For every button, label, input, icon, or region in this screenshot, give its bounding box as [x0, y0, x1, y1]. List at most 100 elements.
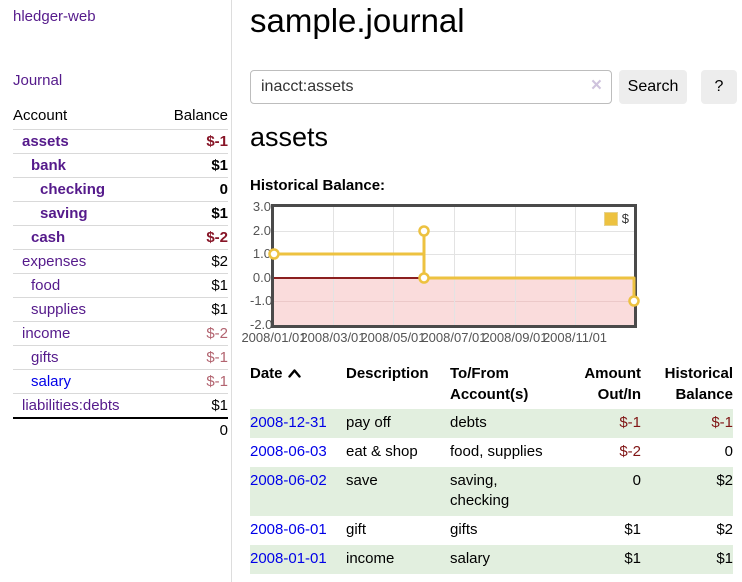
- transaction-date-link[interactable]: 2008-06-01: [250, 521, 327, 538]
- account-link-checking[interactable]: checking: [40, 181, 106, 198]
- transaction-balance: $2: [716, 521, 733, 538]
- app-brand-link[interactable]: hledger-web: [13, 8, 96, 25]
- clear-search-icon[interactable]: ×: [590, 75, 602, 96]
- transaction-date-link[interactable]: 2008-12-31: [250, 414, 327, 431]
- accounts-total-row: 0: [13, 418, 228, 443]
- transaction-row[interactable]: 2008-12-31 pay off debts $-1 $-1: [250, 409, 733, 438]
- transactions-header-row: Date Description To/From Account(s) Amou…: [250, 360, 733, 409]
- search-box: ×: [250, 70, 612, 104]
- transaction-row[interactable]: 2008-06-02 save saving, checking 0 $2: [250, 467, 733, 516]
- account-row-supplies: supplies $1: [13, 298, 228, 322]
- x-axis-tick: 2008/01/01: [241, 330, 307, 345]
- account-link-supplies[interactable]: supplies: [31, 301, 87, 318]
- account-column-header: Account: [13, 107, 68, 124]
- transaction-balance: 0: [724, 443, 733, 460]
- page-title: sample.journal: [250, 2, 465, 39]
- account-heading: assets: [250, 122, 329, 152]
- transaction-amount: $-1: [568, 409, 641, 438]
- account-link-saving[interactable]: saving: [40, 205, 88, 222]
- transaction-balance: $1: [641, 545, 733, 574]
- transaction-description: eat & shop: [346, 443, 418, 460]
- transaction-balance: $2: [641, 467, 733, 516]
- amount-column-header[interactable]: Amount Out/In: [584, 365, 641, 403]
- chart-legend: $: [603, 211, 629, 226]
- accounts-column-header[interactable]: To/From Account(s): [450, 365, 529, 403]
- transaction-description: pay off: [346, 409, 450, 438]
- account-row-saving: saving $1: [13, 202, 228, 226]
- x-axis-tick: 2008/09/01: [482, 330, 548, 345]
- accounts-table-header: Account Balance: [13, 103, 228, 130]
- y-axis-tick: 3.0: [252, 199, 271, 214]
- account-row-cash: cash $-2: [13, 226, 228, 250]
- search-button[interactable]: Search: [619, 70, 687, 104]
- account-link-assets[interactable]: assets: [22, 133, 69, 150]
- chart-title: Historical Balance:: [250, 177, 386, 194]
- description-column-header[interactable]: Description: [346, 365, 429, 382]
- account-balance: 0: [219, 181, 228, 198]
- gridline: [333, 207, 334, 325]
- search-input[interactable]: [261, 71, 571, 103]
- data-point-marker: [268, 248, 280, 260]
- y-axis-tick: -1.0: [250, 293, 273, 308]
- transaction-date-link[interactable]: 2008-06-02: [250, 472, 327, 489]
- account-link-liabilities-debts[interactable]: liabilities:debts: [22, 397, 120, 414]
- account-balance: $-1: [206, 133, 228, 150]
- transaction-accounts: gifts: [450, 521, 478, 538]
- balance-column-header: Balance: [173, 107, 228, 124]
- transaction-balance: $-1: [641, 409, 733, 438]
- transaction-date-link[interactable]: 2008-06-03: [250, 443, 327, 460]
- transaction-row[interactable]: 2008-06-01 gift gifts $1 $2: [250, 516, 733, 545]
- gridline: [393, 207, 394, 325]
- data-point-marker: [418, 272, 430, 284]
- account-row-expenses: expenses $2: [13, 250, 228, 274]
- account-balance: $1: [211, 301, 228, 318]
- account-link-income[interactable]: income: [22, 325, 71, 342]
- historical-balance-chart: 3.0 2.0 1.0 0.0 -1.0 -2.0: [241, 199, 670, 346]
- transaction-amount: 0: [568, 467, 641, 516]
- transaction-row[interactable]: 2008-01-01 income salary $1 $1: [250, 545, 733, 574]
- account-link-bank[interactable]: bank: [31, 157, 67, 174]
- transaction-accounts: saving, checking: [450, 467, 568, 516]
- date-column-header[interactable]: Date: [250, 360, 346, 409]
- account-row-bank: bank $1: [13, 154, 228, 178]
- x-axis-tick: 2008/11/01: [542, 330, 608, 345]
- x-axis-tick: 2008/03/01: [300, 330, 366, 345]
- sidebar-item-journal[interactable]: Journal: [13, 72, 63, 89]
- balance-column-header[interactable]: Historical Balance: [664, 365, 733, 403]
- account-row-income: income $-2: [13, 322, 228, 346]
- account-balance: $-2: [206, 325, 228, 342]
- account-balance: $1: [211, 397, 228, 414]
- account-link-salary[interactable]: salary: [31, 373, 72, 390]
- account-balance: $1: [211, 205, 228, 222]
- balance-series-line: [268, 225, 640, 307]
- transaction-date-link[interactable]: 2008-01-01: [250, 550, 327, 567]
- account-link-cash[interactable]: cash: [31, 229, 66, 246]
- account-row-food: food $1: [13, 274, 228, 298]
- account-link-food[interactable]: food: [31, 277, 61, 294]
- y-axis-tick: 1.0: [252, 246, 271, 261]
- account-balance: $1: [211, 277, 228, 294]
- data-point-marker: [628, 295, 640, 307]
- y-axis-tick: 0.0: [252, 270, 271, 285]
- transaction-row[interactable]: 2008-06-03 eat & shop food, supplies $-2…: [250, 438, 733, 467]
- gridline: [515, 207, 516, 325]
- main-content: sample.journal × Search ? assets Histori…: [241, 0, 742, 582]
- gridline: [454, 207, 455, 325]
- legend-label: $: [621, 211, 629, 226]
- search-bar: × Search ?: [250, 70, 742, 105]
- account-link-expenses[interactable]: expenses: [22, 253, 87, 270]
- transaction-description: income: [346, 545, 450, 574]
- transaction-amount: $-2: [619, 443, 641, 460]
- y-axis-tick: 2.0: [252, 223, 271, 238]
- accounts-table: Account Balance assets $-1 bank $1 check…: [13, 103, 228, 443]
- transactions-table: Date Description To/From Account(s) Amou…: [250, 360, 733, 574]
- account-link-gifts[interactable]: gifts: [31, 349, 59, 366]
- transaction-accounts: debts: [450, 409, 568, 438]
- help-button[interactable]: ?: [701, 70, 737, 104]
- account-balance: $-1: [206, 373, 228, 390]
- transaction-accounts: salary: [450, 545, 568, 574]
- transaction-description: save: [346, 467, 450, 516]
- account-row-liabilities-debts: liabilities:debts $1: [13, 394, 228, 418]
- y-axis-tick: -2.0: [250, 317, 273, 332]
- x-axis-tick: 2008/05/01: [360, 330, 426, 345]
